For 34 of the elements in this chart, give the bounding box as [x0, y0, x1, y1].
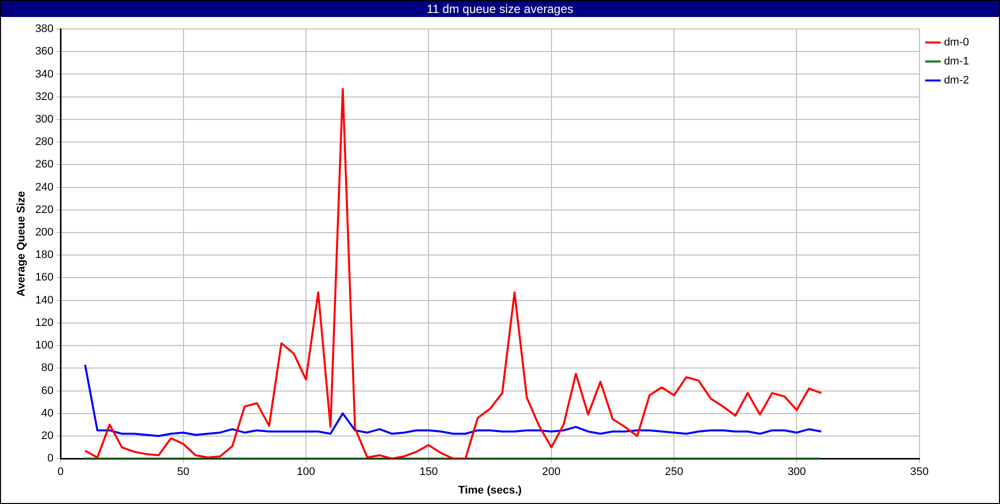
y-tick-label: 320: [35, 90, 54, 103]
x-tick-label: 100: [296, 466, 316, 478]
y-tick-label: 240: [35, 181, 54, 194]
y-tick-label: 0: [47, 452, 54, 465]
y-tick-label: 20: [41, 430, 54, 442]
y-tick-label: 120: [35, 316, 54, 329]
y-tick-label: 160: [35, 272, 54, 284]
chart-title: 11 dm queue size averages: [1, 1, 999, 17]
y-axis-title: Average Queue Size: [16, 191, 28, 296]
y-tick-label: 140: [35, 294, 54, 306]
y-tick-label: 340: [35, 68, 54, 80]
y-tick-label: 280: [35, 136, 54, 148]
y-tick-label: 380: [35, 23, 54, 36]
x-tick-label: 350: [910, 466, 929, 478]
x-tick-label: 200: [542, 466, 561, 478]
y-tick-label: 100: [35, 340, 54, 352]
y-tick-label: 60: [41, 384, 54, 397]
y-tick-label: 360: [35, 46, 54, 58]
y-tick-label: 300: [35, 113, 54, 126]
x-axis-title: Time (secs.): [458, 484, 522, 496]
x-tick-label: 150: [419, 466, 438, 478]
x-tick-label: 300: [788, 466, 806, 478]
y-tick-label: 200: [35, 226, 54, 239]
x-tick-label: 250: [664, 466, 684, 478]
y-tick-label: 220: [35, 204, 54, 216]
y-tick-label: 80: [41, 362, 54, 374]
legend-label: dm-1: [944, 56, 969, 68]
x-tick-label: 0: [57, 466, 64, 478]
y-tick-label: 180: [35, 249, 54, 262]
legend-label: dm-2: [944, 74, 969, 87]
y-tick-label: 260: [35, 158, 54, 171]
x-tick-label: 50: [177, 466, 190, 478]
y-tick-label: 40: [41, 407, 54, 420]
legend-label: dm-0: [944, 36, 969, 49]
